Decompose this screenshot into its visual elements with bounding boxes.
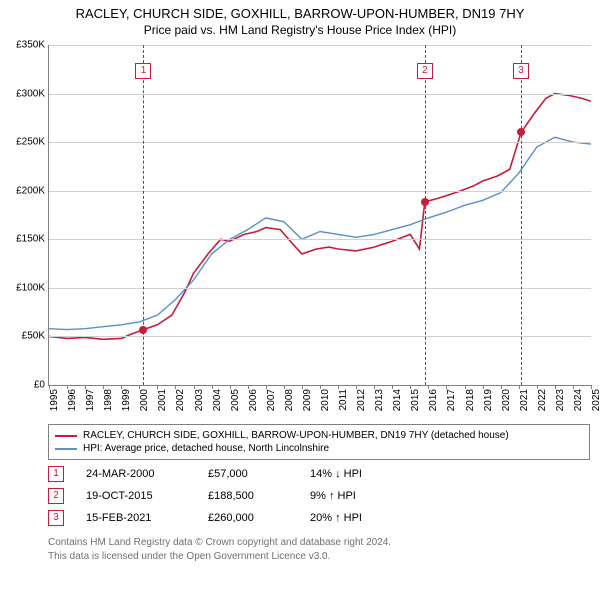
legend-label: RACLEY, CHURCH SIDE, GOXHILL, BARROW-UPO…: [83, 430, 509, 441]
x-tick-label: 2003: [194, 389, 205, 411]
x-tick-label: 2024: [573, 389, 584, 411]
x-tick-label: 2010: [320, 389, 331, 411]
x-tick-label: 2002: [175, 389, 186, 411]
series-price_paid: [49, 94, 591, 340]
x-tick-label: 1997: [85, 389, 96, 411]
y-tick-label: £50K: [22, 331, 49, 342]
x-tick-label: 2012: [356, 389, 367, 411]
series-hpi: [49, 137, 591, 329]
y-tick-label: £300K: [16, 88, 49, 99]
sale-delta: 9% ↑ HPI: [310, 490, 410, 502]
x-tick-label: 1998: [103, 389, 114, 411]
x-tick-label: 2023: [555, 389, 566, 411]
sale-row: 2 19-OCT-2015 £188,500 9% ↑ HPI: [48, 488, 590, 504]
sales-list: 1 24-MAR-2000 £57,000 14% ↓ HPI 2 19-OCT-2015…: [0, 466, 600, 526]
gridline: [49, 94, 591, 95]
y-tick-label: £0: [34, 380, 49, 391]
sale-date: 15-FEB-2021: [86, 512, 186, 524]
footer: Contains HM Land Registry data © Crown c…: [48, 536, 590, 563]
gridline: [49, 45, 591, 46]
x-tick-label: 2014: [392, 389, 403, 411]
marker-line-1: [143, 45, 144, 385]
marker-box-2: 2: [417, 63, 433, 79]
footer-line2: This data is licensed under the Open Gov…: [48, 550, 590, 564]
x-tick-label: 2006: [248, 389, 259, 411]
sale-date: 19-OCT-2015: [86, 490, 186, 502]
gridline: [49, 336, 591, 337]
plot-area: £0£50K£100K£150K£200K£250K£300K£350K1995…: [48, 45, 591, 386]
chart-title-sub: Price paid vs. HM Land Registry's House …: [0, 23, 600, 37]
y-tick-label: £200K: [16, 185, 49, 196]
legend-item: HPI: Average price, detached house, Nort…: [55, 442, 583, 455]
x-tick-label: 2017: [446, 389, 457, 411]
y-tick-label: £250K: [16, 137, 49, 148]
sale-date: 24-MAR-2000: [86, 468, 186, 480]
x-tick-label: 2004: [212, 389, 223, 411]
x-tick-label: 2013: [374, 389, 385, 411]
footer-line1: Contains HM Land Registry data © Crown c…: [48, 536, 590, 550]
sale-price: £260,000: [208, 512, 288, 524]
marker-dot-1: [139, 326, 147, 334]
gridline: [49, 288, 591, 289]
chart-titles: RACLEY, CHURCH SIDE, GOXHILL, BARROW-UPO…: [0, 0, 600, 37]
chart-container: RACLEY, CHURCH SIDE, GOXHILL, BARROW-UPO…: [0, 0, 600, 563]
x-tick-label: 2001: [157, 389, 168, 411]
gridline: [49, 239, 591, 240]
x-tick-label: 2025: [591, 389, 600, 411]
sale-price: £188,500: [208, 490, 288, 502]
legend: RACLEY, CHURCH SIDE, GOXHILL, BARROW-UPO…: [48, 424, 590, 460]
x-tick-label: 2019: [483, 389, 494, 411]
x-tick-label: 2021: [519, 389, 530, 411]
sale-marker-box: 2: [48, 488, 64, 504]
chart-lines: [49, 45, 591, 385]
gridline: [49, 191, 591, 192]
y-tick-label: £350K: [16, 40, 49, 51]
legend-label: HPI: Average price, detached house, Nort…: [83, 443, 329, 454]
legend-swatch: [55, 448, 77, 450]
x-tick-label: 2022: [537, 389, 548, 411]
marker-line-2: [425, 45, 426, 385]
sale-price: £57,000: [208, 468, 288, 480]
legend-swatch: [55, 435, 77, 437]
x-tick-label: 2020: [501, 389, 512, 411]
x-tick-label: 1999: [121, 389, 132, 411]
x-tick-label: 2008: [284, 389, 295, 411]
x-tick-label: 2018: [465, 389, 476, 411]
marker-dot-3: [517, 128, 525, 136]
x-tick-label: 2015: [410, 389, 421, 411]
sale-marker-box: 1: [48, 466, 64, 482]
sale-delta: 20% ↑ HPI: [310, 512, 410, 524]
chart-title-address: RACLEY, CHURCH SIDE, GOXHILL, BARROW-UPO…: [0, 6, 600, 21]
x-tick-label: 1996: [67, 389, 78, 411]
x-tick-label: 2009: [302, 389, 313, 411]
sale-row: 3 15-FEB-2021 £260,000 20% ↑ HPI: [48, 510, 590, 526]
sale-delta: 14% ↓ HPI: [310, 468, 410, 480]
legend-item: RACLEY, CHURCH SIDE, GOXHILL, BARROW-UPO…: [55, 429, 583, 442]
x-tick-label: 2007: [266, 389, 277, 411]
x-tick-label: 1995: [49, 389, 60, 411]
marker-box-3: 3: [513, 63, 529, 79]
x-tick-label: 2016: [428, 389, 439, 411]
marker-box-1: 1: [135, 63, 151, 79]
x-tick-label: 2005: [230, 389, 241, 411]
y-tick-label: £150K: [16, 234, 49, 245]
x-tick-label: 2011: [338, 389, 349, 411]
gridline: [49, 142, 591, 143]
y-tick-label: £100K: [16, 282, 49, 293]
x-tick-label: 2000: [139, 389, 150, 411]
sale-marker-box: 3: [48, 510, 64, 526]
marker-line-3: [521, 45, 522, 385]
marker-dot-2: [421, 198, 429, 206]
sale-row: 1 24-MAR-2000 £57,000 14% ↓ HPI: [48, 466, 590, 482]
